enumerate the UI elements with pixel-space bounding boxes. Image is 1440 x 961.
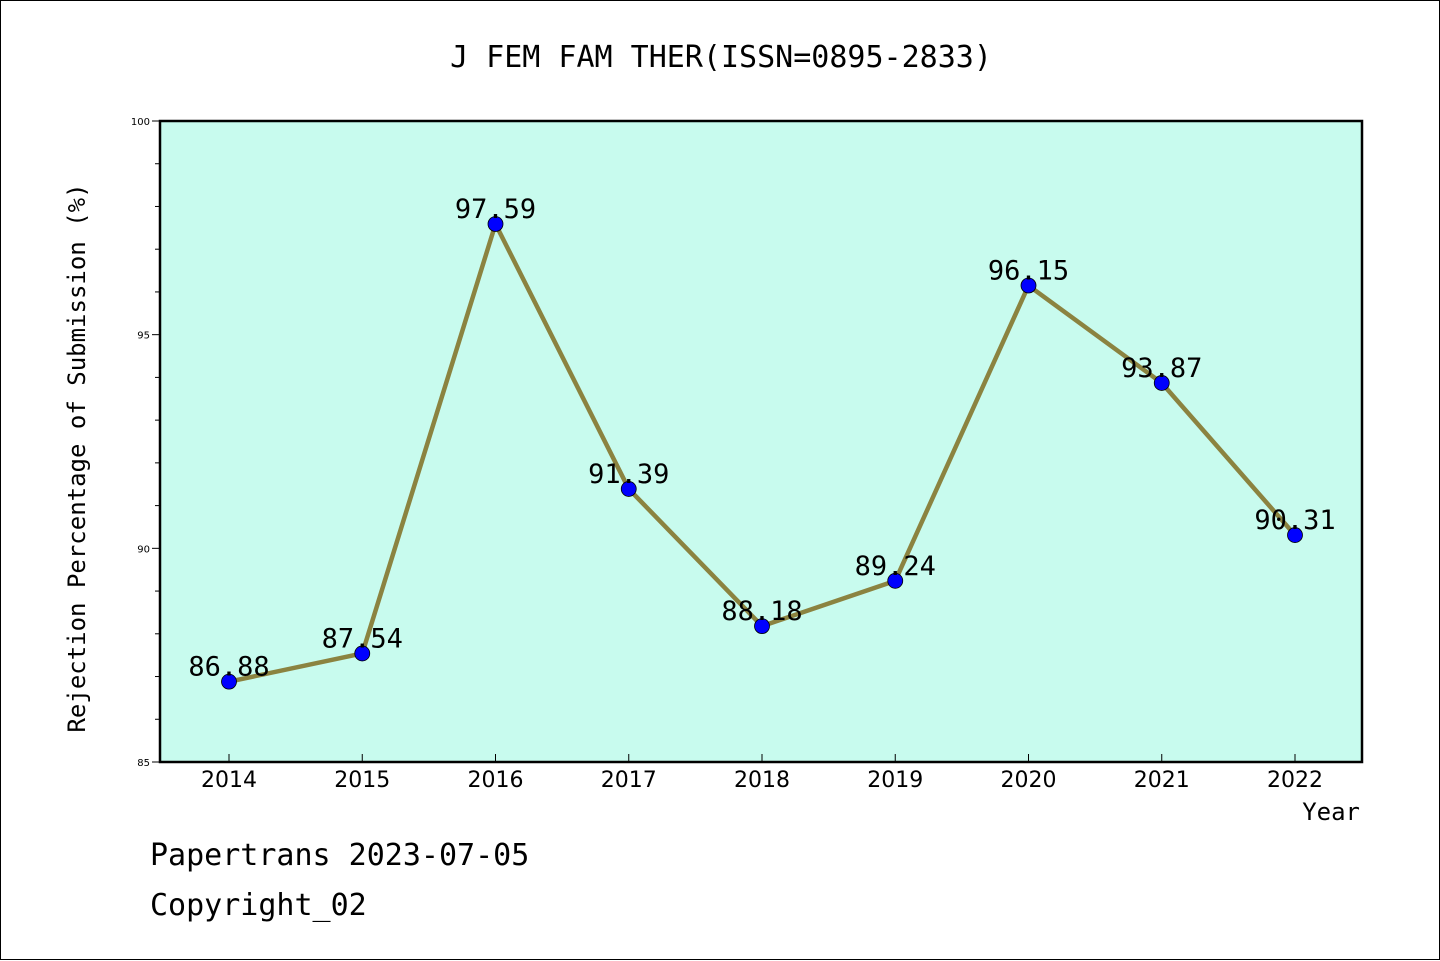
y-axis: 85 90 95 100	[131, 117, 160, 769]
data-label: 86.88	[188, 652, 269, 683]
y-axis-label: Rejection Percentage of Submission (%)	[63, 183, 91, 732]
x-tick-label: 2014	[201, 768, 257, 793]
x-tick-label: 2018	[734, 768, 790, 793]
plot-area	[158, 119, 1364, 764]
data-point	[1287, 527, 1303, 543]
x-tick-label: 2015	[334, 768, 390, 793]
data-label: 87.54	[322, 623, 403, 654]
series-group: 86.88 87.54 97.59 91.39 88.18 89.24 96.15 93.87…	[188, 194, 1336, 690]
data-point	[887, 572, 904, 589]
data-label: 89.24	[855, 551, 936, 582]
x-tick-label: 2022	[1267, 768, 1323, 793]
x-tick-label: 2021	[1134, 768, 1190, 793]
footer-date: Papertrans 2023-07-05	[150, 838, 529, 873]
data-point	[221, 673, 237, 690]
data-label: 90.31	[1254, 505, 1335, 536]
x-tick-label: 2020	[1001, 768, 1057, 793]
data-label: 96.15	[988, 256, 1069, 287]
x-axis-label: Year	[1302, 798, 1360, 826]
data-label: 88.18	[721, 596, 802, 627]
x-tick-label: 2019	[867, 768, 923, 793]
x-tick-label: 2016	[468, 768, 524, 793]
footer-copyright: Copyright_02	[150, 888, 367, 923]
y-tick-label: 100	[131, 117, 150, 128]
x-tick-label: 2017	[601, 768, 657, 793]
x-axis: 2014 2015 2016 2017 2018 2019 2020 2021 2022	[201, 754, 1323, 793]
data-label: 97.59	[455, 194, 536, 225]
data-point	[1020, 277, 1037, 294]
data-point	[1153, 375, 1170, 391]
chart-title: J FEM FAM THER(ISSN=0895-2833)	[450, 40, 992, 75]
data-point	[487, 216, 504, 232]
data-label: 91.39	[588, 459, 669, 490]
y-tick-label: 90	[137, 544, 150, 555]
y-tick-label: 85	[137, 758, 150, 769]
data-point	[754, 618, 770, 635]
data-point	[620, 481, 637, 497]
data-label: 93.87	[1121, 353, 1202, 384]
data-point	[354, 645, 371, 662]
y-tick-label: 95	[137, 331, 150, 342]
